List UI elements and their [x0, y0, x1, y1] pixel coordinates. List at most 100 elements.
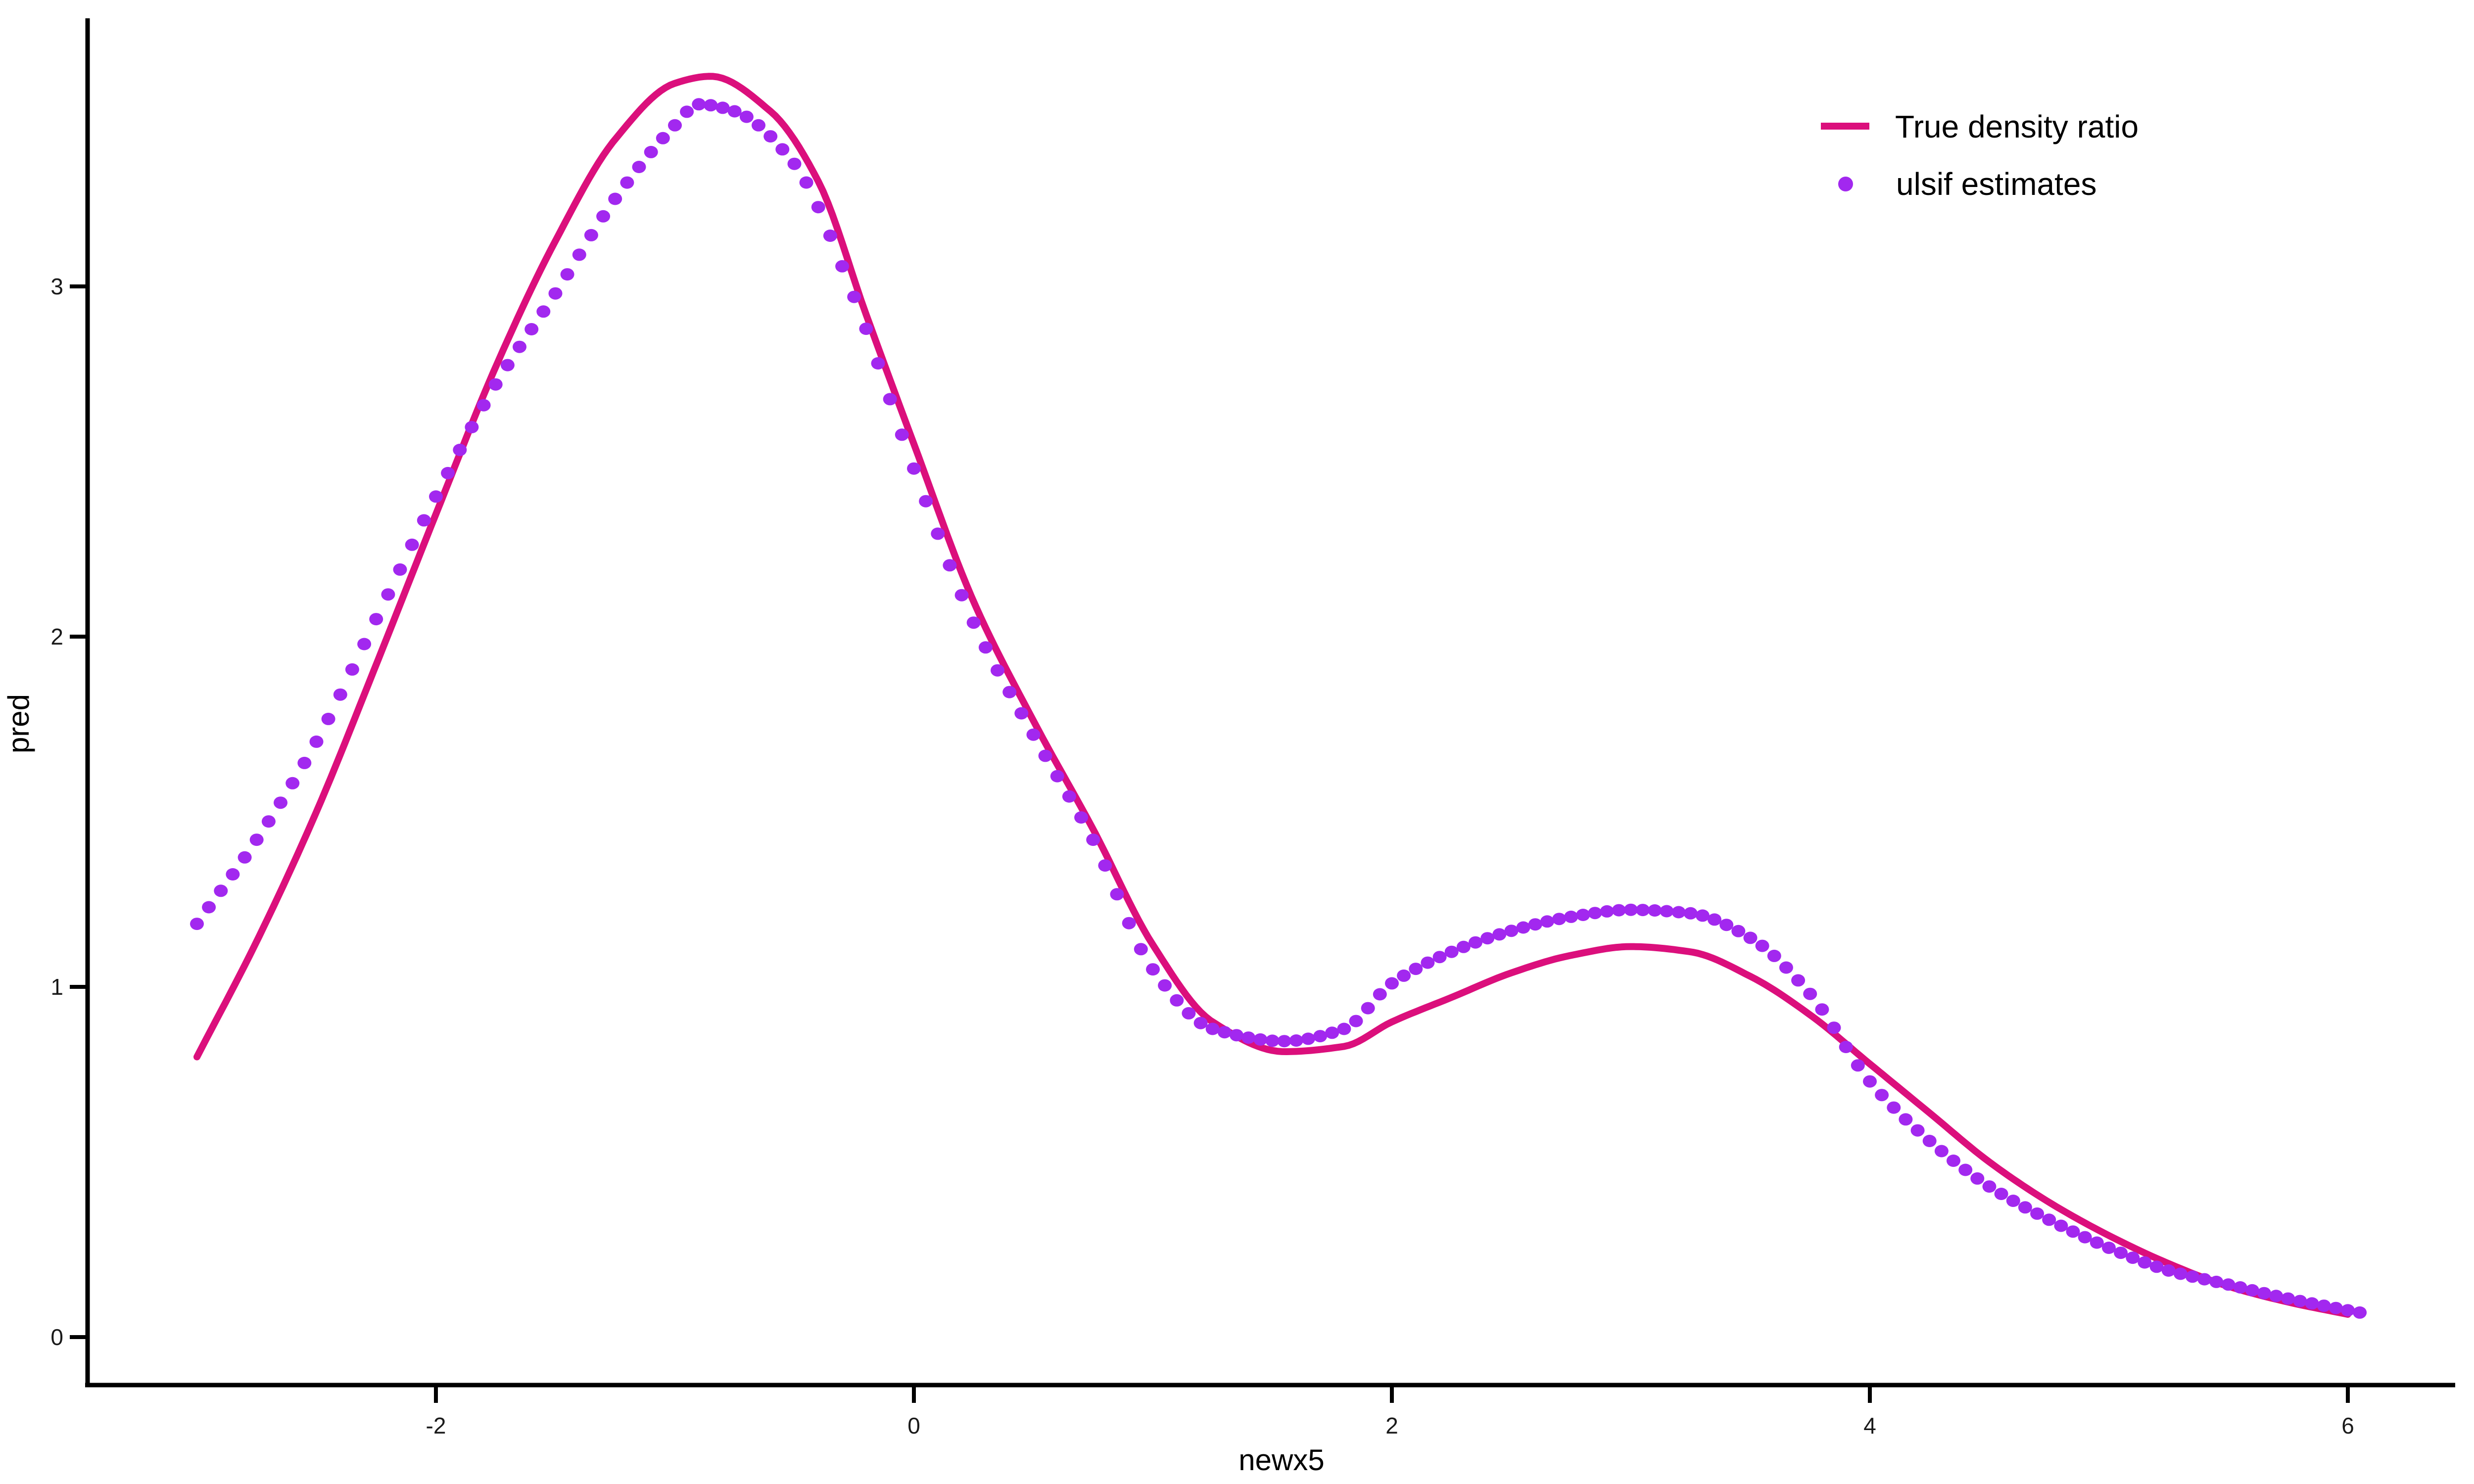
- scatter-point: [1827, 1021, 1841, 1034]
- scatter-point: [1947, 1155, 1960, 1167]
- scatter-point: [1134, 943, 1148, 956]
- scatter-point: [1205, 1022, 1220, 1035]
- scatter-point: [596, 210, 611, 223]
- scatter-point: [1922, 1135, 1937, 1147]
- x-tick-label: 0: [907, 1413, 920, 1438]
- scatter-point: [1182, 1007, 1196, 1020]
- scatter-point: [524, 323, 539, 335]
- scatter-point: [883, 393, 897, 406]
- scatter-point: [190, 918, 204, 930]
- scatter-point: [1361, 1002, 1375, 1015]
- x-axis-title: newx5: [1238, 1443, 1324, 1477]
- scatter-point: [2233, 1281, 2247, 1294]
- scatter-point: [441, 466, 455, 479]
- scatter-point: [1934, 1145, 1949, 1158]
- y-axis-title: pred: [2, 694, 35, 753]
- scatter-point: [2149, 1260, 2164, 1273]
- scatter-point: [1014, 707, 1029, 720]
- scatter-point: [1337, 1022, 1351, 1035]
- scatter-point: [500, 359, 515, 371]
- scatter-point: [560, 268, 574, 281]
- scatter-point: [1815, 1003, 1829, 1016]
- y-tick-label: 3: [50, 274, 63, 299]
- scatter-point: [465, 421, 479, 433]
- scatter-point: [1576, 909, 1590, 921]
- scatter-point: [261, 815, 276, 828]
- scatter-point: [333, 688, 347, 701]
- scatter-point: [1564, 910, 1578, 923]
- scatter-point: [2066, 1225, 2080, 1238]
- scatter-point: [2269, 1290, 2284, 1302]
- scatter-point: [1910, 1124, 1925, 1137]
- scatter-point: [1540, 915, 1554, 928]
- scatter-point: [2245, 1284, 2259, 1297]
- scatter-point: [632, 161, 646, 173]
- scatter-point: [1098, 859, 1112, 872]
- scatter-point: [1516, 921, 1530, 934]
- scatter-point: [2030, 1207, 2045, 1220]
- y-tick-label: 1: [50, 974, 63, 1000]
- scatter-point: [1863, 1075, 1877, 1088]
- scatter-point: [835, 260, 850, 273]
- scatter-point: [1480, 932, 1495, 945]
- scatter-point: [405, 538, 419, 551]
- scatter-point: [1636, 904, 1650, 917]
- scatter-point: [859, 323, 873, 335]
- scatter-point: [1970, 1172, 1985, 1185]
- scatter-point: [1671, 906, 1686, 919]
- legend-point-swatch: [1838, 177, 1853, 191]
- scatter-point: [2090, 1236, 2104, 1249]
- scatter-point: [572, 248, 586, 261]
- scatter-point: [274, 796, 287, 809]
- scatter-point: [297, 756, 312, 769]
- scatter-point: [393, 563, 407, 576]
- scatter-point: [476, 399, 491, 412]
- scatter-point: [620, 176, 634, 189]
- scatter-point: [1432, 951, 1447, 964]
- legend: True density ratio ulsif estimates: [1821, 109, 2139, 202]
- scatter-point: [2221, 1278, 2236, 1291]
- scatter-point: [704, 99, 718, 112]
- scatter-point: [2353, 1306, 2367, 1319]
- scatter-point: [1624, 903, 1638, 916]
- x-tick-label: 4: [1863, 1413, 1876, 1438]
- scatter-point: [381, 588, 395, 601]
- scatter-point: [668, 119, 682, 132]
- scatter-point: [1409, 963, 1423, 975]
- scatter-point: [584, 229, 598, 241]
- scatter-point: [2197, 1273, 2212, 1286]
- scatter-point: [2329, 1301, 2343, 1314]
- scatter-point: [871, 357, 885, 370]
- scatter-point: [1050, 770, 1064, 783]
- scatter-point: [1600, 905, 1614, 918]
- scatter-point: [488, 378, 503, 391]
- scatter-point: [775, 143, 790, 156]
- scatter-point: [2257, 1287, 2271, 1299]
- x-ticks: -2 0 2 4 6: [426, 1387, 2354, 1438]
- scatter-point: [2042, 1213, 2056, 1226]
- scatter-point: [309, 735, 324, 748]
- scatter-point: [238, 851, 252, 864]
- scatter-point: [680, 105, 694, 118]
- scatter-point: [1301, 1032, 1315, 1045]
- scatter-point: [2341, 1304, 2355, 1317]
- scatter-point: [895, 428, 909, 441]
- scatter-point: [1958, 1163, 1973, 1176]
- series-layer: [190, 73, 2367, 1319]
- scatter-point: [2078, 1231, 2092, 1244]
- scatter-point: [847, 290, 861, 303]
- scatter-point: [1469, 936, 1482, 949]
- scatter-point: [739, 110, 754, 123]
- scatter-point: [1851, 1059, 1865, 1072]
- scatter-point: [1708, 913, 1721, 926]
- scatter-point: [513, 340, 526, 353]
- x-tick-label: 2: [1385, 1413, 1398, 1438]
- scatter-point: [1313, 1030, 1328, 1043]
- scatter-point: [1277, 1035, 1291, 1048]
- scatter-point: [1385, 977, 1399, 990]
- scatter-point: [1444, 945, 1459, 958]
- scatter-point: [1193, 1017, 1208, 1029]
- scatter-point: [1743, 931, 1758, 944]
